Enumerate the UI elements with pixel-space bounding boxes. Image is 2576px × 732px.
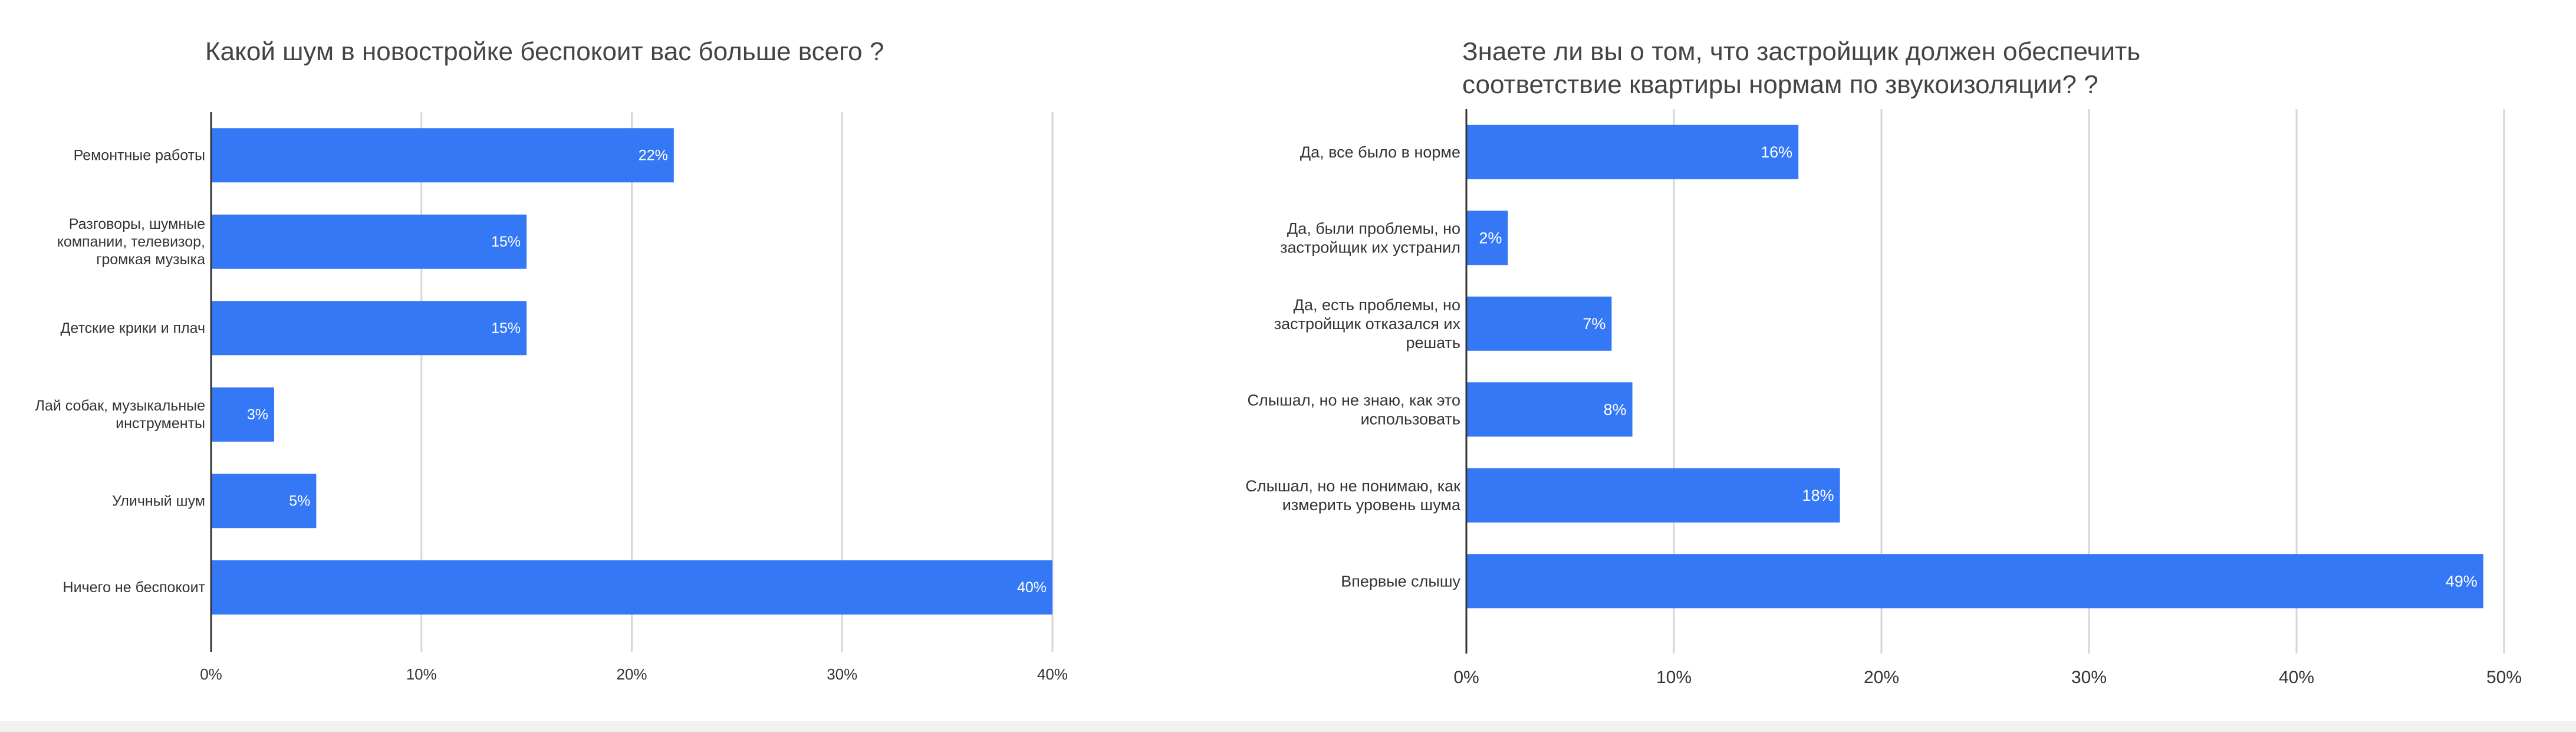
category-label: Разговоры, шумные компании, телевизор, гро… [57, 216, 205, 268]
bar [211, 387, 275, 442]
data-label: 15% [491, 234, 521, 250]
bar [211, 560, 1052, 615]
category-label: Ничего не беспокоит [63, 579, 206, 596]
category-label: Лай собак, музыкальные инструменты [35, 398, 205, 432]
soundproof-chart-title: Знаете ли вы о том, что застройщик долже… [1462, 37, 2141, 99]
noise-chart-plot: 22% Ремонтные работы 15% Разговоры, шумные к… [35, 112, 1068, 683]
data-label: 5% [289, 493, 310, 509]
soundproof-chart-plot: 16% Да, все было в норме 2% Да, были пробле… [1245, 109, 2522, 687]
x-tick-label: 40% [1037, 665, 1068, 683]
data-label: 3% [247, 406, 268, 423]
category-label: Да, были проблемы, но застройщик их устра… [1280, 219, 1460, 256]
data-label: 49% [2446, 572, 2478, 590]
x-tick-label: 0% [200, 665, 222, 683]
category-label: Уличный шум [112, 493, 205, 509]
x-tick-label: 30% [827, 665, 857, 683]
category-label: Впервые слышу [1341, 572, 1460, 590]
bar [211, 474, 317, 529]
data-label: 16% [1761, 143, 1792, 161]
category-label: Детские крики и плач [61, 320, 206, 336]
bar [1466, 211, 1508, 265]
x-tick-label: 40% [2279, 668, 2314, 687]
noise-chart-panel: Какой шум в новостройке беспокоит вас бо… [0, 0, 1179, 732]
data-label: 2% [1479, 229, 1502, 247]
bar [211, 128, 674, 183]
bottom-strip [0, 721, 2576, 732]
soundproof-chart-panel: Знаете ли вы о том, что застройщик долже… [1245, 0, 2576, 732]
x-tick-label: 20% [1864, 668, 1899, 687]
x-tick-label: 50% [2486, 668, 2522, 687]
bar [1466, 124, 1799, 179]
category-label: Ремонтные работы [74, 147, 205, 163]
data-label: 8% [1604, 401, 1627, 418]
x-tick-label: 0% [1453, 668, 1479, 687]
data-label: 15% [491, 320, 521, 336]
data-label: 40% [1017, 579, 1047, 596]
data-label: 18% [1802, 487, 1834, 504]
noise-chart-title: Какой шум в новостройке беспокоит вас бо… [205, 37, 884, 66]
data-label: 7% [1583, 315, 1606, 333]
bar [1466, 382, 1633, 437]
bar [211, 214, 527, 269]
x-tick-label: 10% [406, 665, 437, 683]
bar [1466, 468, 1840, 523]
x-tick-label: 20% [616, 665, 647, 683]
category-label: Да, есть проблемы, но застройщик отказалс… [1274, 296, 1461, 352]
x-tick-label: 10% [1656, 668, 1692, 687]
category-label: Слышал, но не знаю, как это использовать [1247, 391, 1460, 428]
bar [1466, 554, 2483, 609]
category-label: Слышал, но не понимаю, как измерить урове… [1245, 477, 1461, 514]
bar [211, 301, 527, 356]
category-label: Да, все было в норме [1300, 143, 1460, 161]
data-label: 22% [639, 147, 668, 163]
bar [1466, 296, 1612, 351]
x-tick-label: 30% [2071, 668, 2107, 687]
